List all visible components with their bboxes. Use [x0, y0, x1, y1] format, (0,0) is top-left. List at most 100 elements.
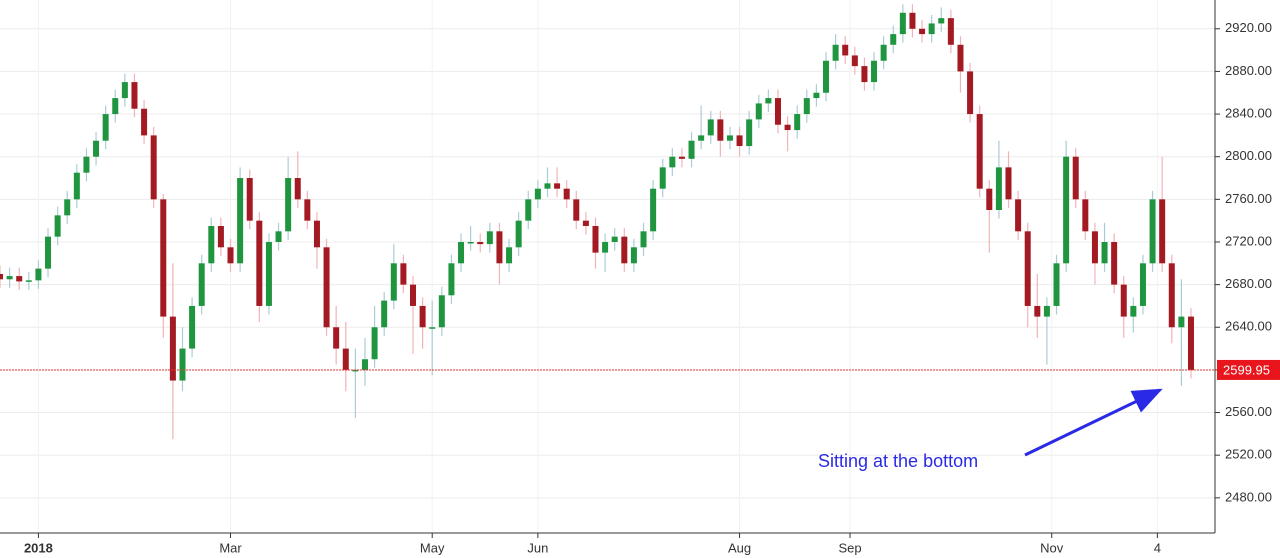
- candle-body: [774, 98, 781, 125]
- candle-body: [726, 135, 733, 141]
- candle-body: [323, 247, 330, 328]
- y-tick-label: 2560.00: [1225, 404, 1272, 419]
- x-tick-label: 4: [1154, 540, 1161, 555]
- candle-body: [1130, 305, 1137, 317]
- candle-body: [909, 12, 916, 29]
- y-tick-label: 2880.00: [1225, 63, 1272, 78]
- candle-body: [957, 44, 964, 72]
- candle-body: [1053, 263, 1060, 306]
- candle-body: [899, 12, 906, 35]
- candle-body: [64, 199, 71, 216]
- candle-body: [784, 124, 791, 131]
- candle-body: [54, 215, 61, 237]
- candle-body: [851, 55, 858, 67]
- candle-body: [294, 178, 301, 200]
- candle-body: [275, 231, 282, 242]
- candle-body: [803, 98, 810, 115]
- candle-body: [947, 18, 954, 45]
- x-tick-label: Nov: [1040, 540, 1064, 555]
- candle-body: [554, 183, 561, 189]
- candle-body: [861, 66, 868, 83]
- candle-body: [217, 225, 224, 248]
- candle-body: [352, 369, 359, 372]
- candle-body: [707, 119, 714, 136]
- candle-body: [93, 140, 100, 157]
- candle-body: [890, 34, 897, 45]
- candle-body: [544, 183, 551, 189]
- candle-body: [448, 263, 455, 296]
- candle-body: [429, 327, 436, 329]
- candle-body: [265, 241, 272, 306]
- candle-body: [189, 305, 196, 349]
- candle-body: [573, 199, 580, 221]
- candle-body: [102, 114, 109, 141]
- candle-body: [1015, 199, 1022, 232]
- x-tick-label: Jun: [527, 540, 548, 555]
- candle-body: [1043, 305, 1050, 317]
- candle-body: [602, 241, 609, 253]
- y-tick-label: 2840.00: [1225, 105, 1272, 120]
- candle-body: [169, 316, 176, 381]
- candle-body: [486, 231, 493, 245]
- candle-body: [582, 220, 589, 226]
- candle-body: [717, 119, 724, 141]
- candle-body: [736, 135, 743, 147]
- y-tick-label: 2640.00: [1225, 319, 1272, 334]
- candle-body: [842, 44, 849, 56]
- candle-body: [371, 327, 378, 360]
- candle-body: [419, 305, 426, 328]
- y-tick-label: 2760.00: [1225, 191, 1272, 206]
- candle-body: [765, 98, 772, 104]
- candle-body: [1063, 156, 1070, 264]
- candle-body: [1159, 199, 1166, 264]
- candle-body: [361, 359, 368, 370]
- candle-body: [640, 231, 647, 248]
- candle-body: [794, 114, 801, 131]
- candle-body: [1187, 316, 1194, 370]
- y-tick-label: 2680.00: [1225, 276, 1272, 291]
- candle-body: [928, 23, 935, 35]
- candle-body: [496, 231, 503, 264]
- candle-body: [621, 236, 628, 264]
- candle-body: [400, 263, 407, 285]
- candle-body: [83, 156, 90, 173]
- candle-body: [467, 241, 474, 244]
- candle-body: [35, 268, 42, 281]
- candle-body: [1034, 305, 1041, 317]
- candle-body: [967, 71, 974, 115]
- candle-body: [477, 241, 484, 245]
- candle-body: [1111, 241, 1118, 285]
- candle-body: [179, 348, 186, 381]
- candle-body: [650, 188, 657, 232]
- candle-body: [1149, 199, 1156, 264]
- x-tick-label: Mar: [219, 540, 242, 555]
- x-tick-label: 2018: [24, 540, 53, 555]
- candle-body: [832, 44, 839, 61]
- candle-body: [1101, 241, 1108, 264]
- candle-body: [938, 18, 945, 24]
- candle-body: [506, 247, 513, 264]
- candle-body: [73, 172, 80, 200]
- candle-body: [1091, 231, 1098, 264]
- candle-body: [304, 199, 311, 221]
- candle-body: [534, 188, 541, 200]
- candle-body: [342, 348, 349, 370]
- candle-body: [880, 44, 887, 61]
- candle-body: [438, 295, 445, 328]
- candle-body: [995, 167, 1002, 211]
- y-tick-label: 2720.00: [1225, 233, 1272, 248]
- annotation: Sitting at the bottom: [818, 451, 978, 471]
- candle-body: [592, 225, 599, 253]
- candle-body: [237, 178, 244, 264]
- candle-body: [381, 300, 388, 328]
- candle-body: [1120, 284, 1127, 317]
- candle-body: [141, 108, 148, 136]
- candle-body: [227, 247, 234, 264]
- candle-body: [1082, 199, 1089, 232]
- candle-body: [458, 241, 465, 264]
- candle-body: [611, 236, 618, 242]
- candle-body: [410, 284, 417, 306]
- candle-body: [246, 178, 253, 221]
- candle-body: [813, 92, 820, 99]
